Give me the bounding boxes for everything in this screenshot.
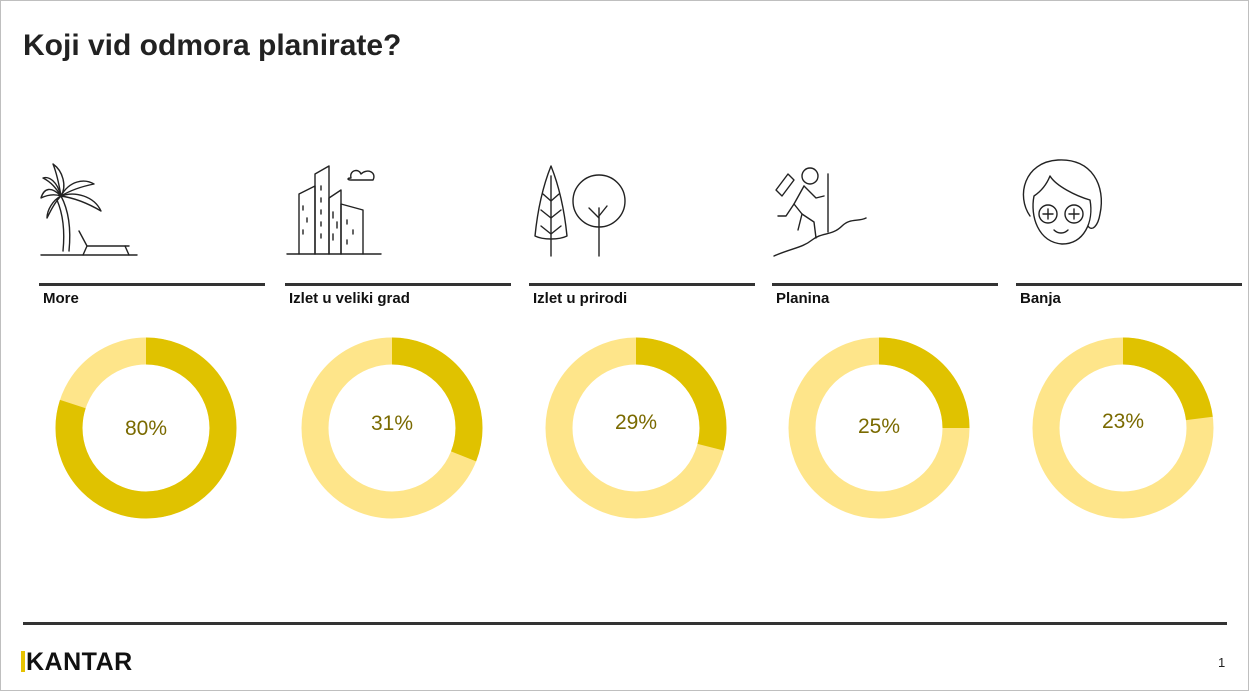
footer-rule xyxy=(23,622,1227,625)
donut-chart-spa: 23% xyxy=(1032,337,1214,519)
logo-accent-bar xyxy=(21,651,25,672)
category-rule xyxy=(529,283,755,286)
donut-value-arc xyxy=(55,337,237,519)
category-rule xyxy=(1016,283,1242,286)
donut-chart-nature: 29% xyxy=(545,337,727,519)
page-number: 1 xyxy=(1218,655,1226,670)
donut-chart-mountain: 25% xyxy=(788,337,970,519)
donut-value-arc xyxy=(545,337,727,519)
donut-chart-city: 31% xyxy=(301,337,483,519)
category-rule xyxy=(285,283,511,286)
category-label: More xyxy=(43,290,79,307)
category-rule xyxy=(772,283,998,286)
donut-value-label: 23% xyxy=(1102,410,1144,433)
donut-value-label: 31% xyxy=(371,412,413,435)
city-buildings-icon xyxy=(286,165,382,255)
category-column-spa: Banja 23% xyxy=(1016,151,1242,531)
category-label: Banja xyxy=(1020,290,1061,307)
donut-chart-more: 80% xyxy=(55,337,237,519)
category-label: Planina xyxy=(776,290,830,307)
page-title: Koji vid odmora planirate? xyxy=(23,29,402,62)
spa-face-mask-icon xyxy=(1022,159,1102,245)
category-column-more: More 80% xyxy=(39,151,265,531)
donut-value-label: 80% xyxy=(125,417,167,440)
trees-icon xyxy=(534,165,626,257)
category-column-city: Izlet u veliki grad 31% xyxy=(285,151,511,531)
category-column-mountain: Planina 25% xyxy=(772,151,998,531)
donut-value-arc xyxy=(1032,337,1214,519)
donut-value-arc xyxy=(301,337,483,519)
palm-tree-beach-icon xyxy=(40,163,138,256)
category-label: Izlet u veliki grad xyxy=(289,290,410,307)
hiker-icon xyxy=(773,167,867,257)
category-rule xyxy=(39,283,265,286)
category-column-nature: Izlet u prirodi 29% xyxy=(529,151,755,531)
logo-text: KANTAR xyxy=(26,648,133,676)
donut-value-label: 25% xyxy=(858,415,900,438)
category-label: Izlet u prirodi xyxy=(533,290,628,307)
donut-value-arc xyxy=(788,337,970,519)
donut-value-label: 29% xyxy=(615,411,657,434)
